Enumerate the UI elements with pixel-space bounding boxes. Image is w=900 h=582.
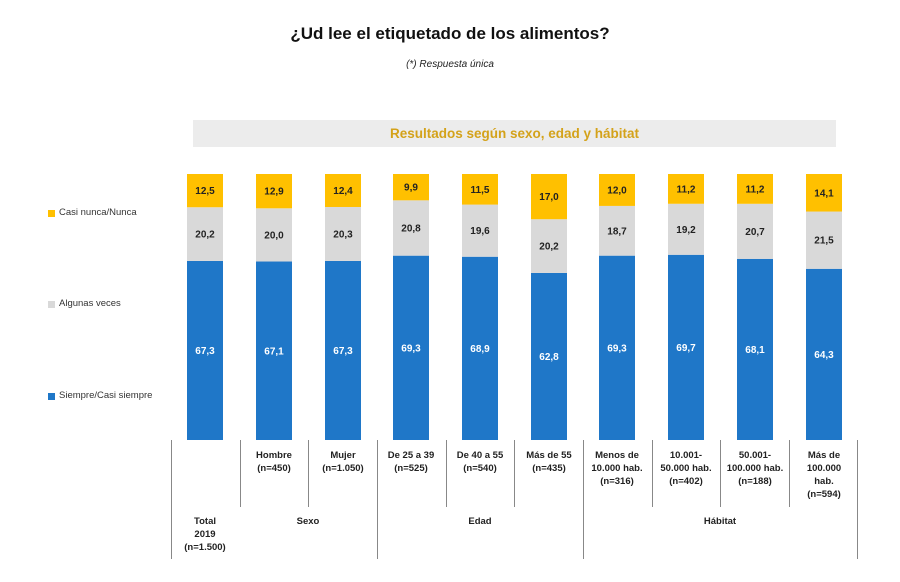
data-label-algunas-4: 19,6	[470, 226, 490, 237]
data-label-casi_nunca-7: 11,2	[677, 184, 696, 195]
bar-segment-siempre-7	[668, 254, 704, 440]
bar-segment-algunas-1	[256, 208, 292, 262]
data-label-siempre-3: 69,3	[401, 343, 421, 354]
data-label-siempre-0: 67,3	[195, 346, 215, 357]
bar-segment-siempre-8	[737, 258, 773, 440]
bar-segment-casi_nunca-1	[256, 174, 292, 209]
data-label-algunas-0: 20,2	[195, 230, 215, 241]
legend-swatch-casi-nunca	[48, 210, 55, 217]
bar-segment-algunas-2	[325, 206, 361, 261]
bar-segment-siempre-4	[462, 256, 498, 440]
bar-segment-algunas-6	[599, 205, 635, 256]
data-label-casi_nunca-3: 9,9	[404, 183, 418, 194]
legend-label-algunas-veces: Algunas veces	[59, 298, 121, 309]
data-label-casi_nunca-2: 12,4	[333, 186, 353, 197]
data-label-casi_nunca-6: 12,0	[607, 185, 627, 196]
bar-segment-algunas-0	[187, 207, 223, 261]
bar-segment-casi_nunca-9	[806, 174, 842, 212]
data-label-algunas-6: 18,7	[607, 226, 627, 237]
data-label-casi_nunca-5: 17,0	[539, 192, 559, 203]
data-label-algunas-2: 20,3	[333, 229, 353, 240]
banner-title: Resultados según sexo, edad y hábitat	[389, 126, 640, 141]
bar-segment-casi_nunca-5	[531, 174, 567, 220]
data-label-algunas-1: 20,0	[264, 230, 284, 241]
data-label-algunas-7: 19,2	[676, 225, 696, 236]
data-label-algunas-5: 20,2	[539, 242, 559, 253]
data-label-algunas-3: 20,8	[401, 223, 421, 234]
bar-segment-casi_nunca-7	[668, 174, 704, 204]
bar-segment-casi_nunca-6	[599, 174, 635, 206]
data-label-siempre-1: 67,1	[264, 346, 284, 357]
bar-segment-siempre-0	[187, 260, 223, 440]
legend-label-siempre: Siempre/Casi siempre	[59, 390, 153, 401]
bar-segment-casi_nunca-8	[737, 174, 773, 204]
legend-label-casi-nunca: Casi nunca/Nunca	[59, 207, 137, 218]
data-label-siempre-7: 69,7	[676, 343, 696, 354]
data-label-casi_nunca-1: 12,9	[264, 187, 284, 198]
legend-swatch-siempre	[48, 393, 55, 400]
results-banner: Resultados según sexo, edad y hábitat	[193, 120, 836, 147]
data-label-siempre-5: 62,8	[539, 352, 559, 363]
data-label-casi_nunca-9: 14,1	[814, 188, 834, 199]
chart-subtitle: (*) Respuesta única	[406, 59, 494, 70]
data-label-algunas-8: 20,7	[745, 227, 765, 238]
bar-segment-algunas-5	[531, 219, 567, 273]
data-label-siempre-6: 69,3	[607, 343, 627, 354]
bar-segment-casi_nunca-0	[187, 174, 223, 208]
bar-segment-casi_nunca-4	[462, 174, 498, 205]
data-label-casi_nunca-8: 11,2	[746, 184, 765, 195]
bar-segment-algunas-8	[737, 203, 773, 259]
bar-segment-siempre-5	[531, 272, 567, 440]
bar-segment-casi_nunca-3	[393, 174, 429, 201]
bar-segment-siempre-3	[393, 255, 429, 440]
bar-segment-siempre-9	[806, 268, 842, 440]
data-label-siempre-9: 64,3	[814, 350, 834, 361]
data-label-siempre-4: 68,9	[470, 344, 490, 355]
data-label-siempre-8: 68,1	[745, 345, 765, 356]
data-label-casi_nunca-4: 11,5	[471, 185, 490, 196]
data-label-casi_nunca-0: 12,5	[195, 186, 215, 197]
bar-segment-casi_nunca-2	[325, 174, 361, 207]
bar-segment-algunas-7	[668, 203, 704, 255]
data-label-algunas-9: 21,5	[814, 236, 834, 247]
bar-segment-siempre-1	[256, 261, 292, 440]
chart-title: ¿Ud lee el etiquetado de los alimentos?	[290, 24, 610, 43]
bar-segment-siempre-6	[599, 255, 635, 440]
data-label-siempre-2: 67,3	[333, 346, 353, 357]
bar-segment-siempre-2	[325, 260, 361, 440]
legend-swatch-algunas-veces	[48, 301, 55, 308]
bar-segment-algunas-4	[462, 204, 498, 257]
bar-segment-algunas-3	[393, 200, 429, 256]
bar-segment-algunas-9	[806, 211, 842, 269]
